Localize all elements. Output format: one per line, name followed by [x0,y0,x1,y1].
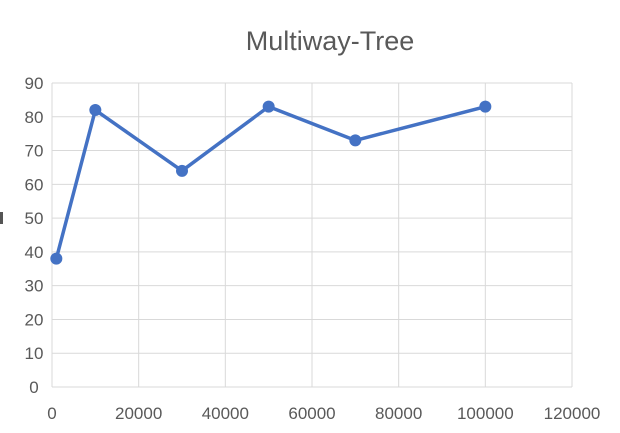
y-tick-label: 50 [25,209,44,228]
y-tick-label: 80 [25,108,44,127]
x-tick-label: 0 [47,404,56,423]
chart-title: Multiway-Tree [246,26,415,56]
data-point [479,100,492,113]
gridlines [51,82,573,388]
y-tick-label: 30 [25,277,44,296]
cropped-edge-mark [0,212,3,224]
y-tick-label: 10 [25,344,44,363]
x-tick-label: 20000 [115,404,162,423]
y-tick-labels: 0 10 20 30 40 50 60 70 80 90 [25,74,44,397]
data-point [89,104,102,117]
data-point [349,134,362,147]
x-tick-label: 60000 [288,404,335,423]
x-tick-label: 120000 [544,404,601,423]
y-tick-label: 60 [25,175,44,194]
series-group [50,100,492,265]
y-tick-label: 70 [25,142,44,161]
x-tick-label: 40000 [202,404,249,423]
data-point [50,252,63,265]
y-tick-label: 90 [25,74,44,93]
y-tick-label: 20 [25,310,44,329]
data-point [262,100,275,113]
y-tick-label: 40 [25,243,44,262]
series-line [54,104,488,261]
y-tick-label: 0 [29,378,38,397]
data-point [176,164,188,177]
x-tick-labels: 0 20000 40000 60000 80000 100000 120000 [47,404,600,423]
x-tick-label: 80000 [375,404,422,423]
x-tick-label: 100000 [457,404,514,423]
